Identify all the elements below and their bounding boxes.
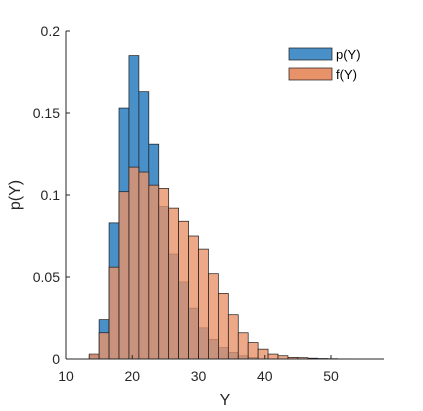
x-tick-label: 10: [58, 368, 74, 384]
y-axis-label: p(Y): [7, 180, 24, 210]
y-ticks: 0 0.05 0.1 0.15 0.2: [33, 23, 70, 367]
legend-swatch-p: [288, 47, 333, 61]
bar-fy-17: [257, 348, 269, 360]
bar-fy-16: [247, 342, 259, 360]
bar-fy-18: [267, 353, 279, 360]
bar-fy-0: [88, 353, 100, 360]
bar-fy-15: [237, 332, 249, 360]
bar-fy-13: [218, 293, 229, 360]
bar-fy-7: [158, 188, 170, 360]
legend-swatch-f: [288, 67, 333, 81]
bar-fy-10: [188, 235, 199, 360]
bars-layer: [88, 55, 348, 360]
x-axis: 10 20 30 40 50: [58, 355, 384, 384]
bar-fy-2: [108, 266, 120, 360]
bar-fy-1: [98, 332, 110, 360]
legend-label-p: p(Y): [336, 47, 361, 62]
bar-fy-3: [118, 191, 130, 360]
bar-fy-6: [148, 184, 160, 360]
bar-fy-12: [208, 273, 219, 360]
y-tick-label: 0: [52, 351, 60, 367]
x-tick-label: 30: [191, 368, 207, 384]
legend-label-f: f(Y): [336, 67, 357, 82]
bar-fy-9: [178, 220, 189, 360]
x-ticks: 10 20 30 40 50: [58, 355, 339, 384]
bar-fy-14: [227, 314, 239, 360]
bar-fy-4: [128, 166, 140, 360]
legend: p(Y) f(Y): [288, 47, 361, 82]
y-tick-label: 0.15: [33, 105, 60, 121]
bar-fy-5: [138, 171, 150, 360]
x-tick-label: 20: [124, 368, 140, 384]
x-tick-label: 50: [323, 368, 339, 384]
series-f-bars: [88, 166, 348, 360]
bar-fy-11: [198, 248, 209, 360]
y-tick-label: 0.2: [41, 23, 61, 39]
x-axis-label: Y: [220, 392, 231, 409]
bar-fy-8: [168, 207, 179, 360]
y-tick-label: 0.1: [41, 187, 61, 203]
y-tick-label: 0.05: [33, 269, 60, 285]
y-axis: 0 0.05 0.1 0.15 0.2: [33, 23, 70, 367]
x-tick-label: 40: [257, 368, 273, 384]
